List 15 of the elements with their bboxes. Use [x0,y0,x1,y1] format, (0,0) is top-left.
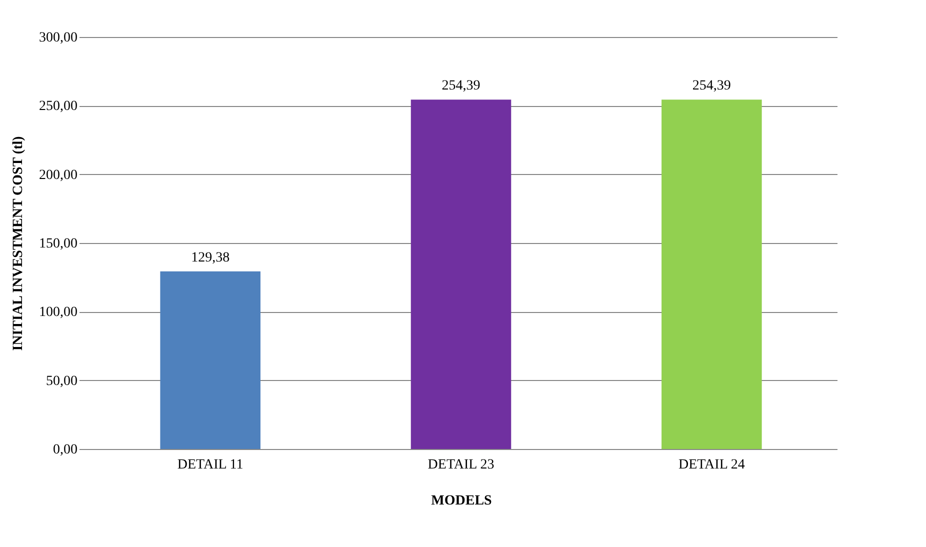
y-tick-label: 200,00 [39,168,78,183]
data-label: 129,38 [191,250,230,266]
data-label: 254,39 [442,78,480,94]
x-tick-label: DETAIL 24 [678,458,745,472]
x-tick-label: DETAIL 11 [177,458,244,472]
y-tick-label: 100,00 [39,305,78,320]
y-axis-title: INITIAL INVESTMENT COST (tl) [11,136,26,351]
y-tick-label: 300,00 [39,30,78,46]
y-tick-label: 250,00 [39,99,78,114]
y-tick-label: 0,00 [53,442,78,458]
x-axis-title: MODELS [431,494,492,508]
x-tick-label: DETAIL 23 [428,458,494,472]
y-tick-label: 150,00 [39,236,78,252]
y-tick-label: 50,00 [46,374,78,389]
data-label: 254,39 [692,78,731,94]
